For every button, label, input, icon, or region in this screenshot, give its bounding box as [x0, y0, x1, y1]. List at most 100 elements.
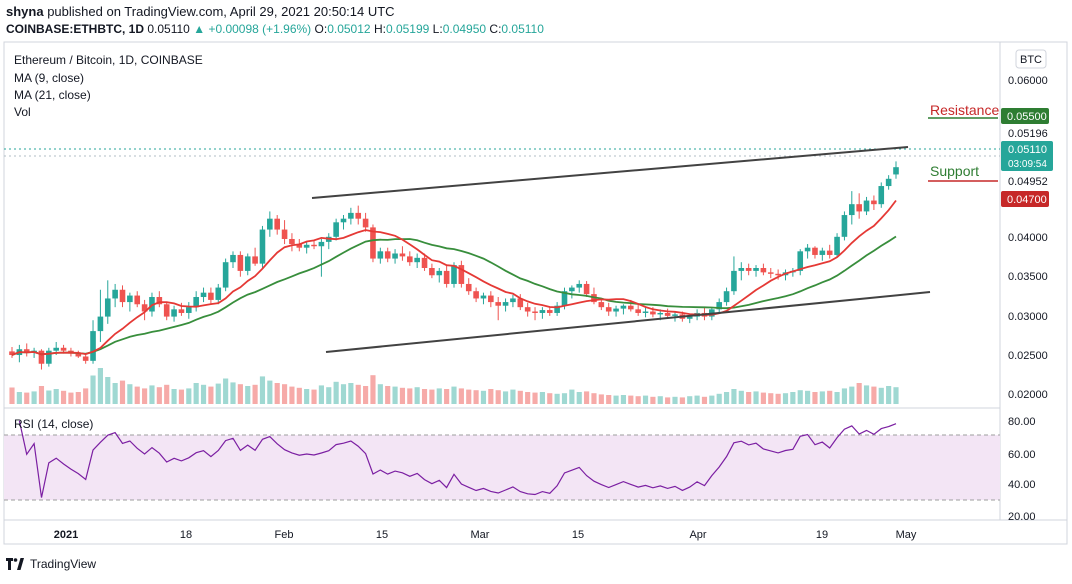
candle — [370, 224, 376, 263]
volume-bar — [746, 392, 752, 404]
candle — [222, 258, 229, 292]
candle — [465, 278, 472, 295]
volume-bar — [569, 389, 575, 404]
volume-bar — [694, 395, 700, 404]
volume-bar — [650, 396, 656, 404]
time-tick: 18 — [180, 529, 192, 541]
publisher-name: shyna — [6, 4, 44, 19]
volume-bar — [488, 389, 494, 404]
time-tick: 2021 — [54, 529, 78, 541]
candle — [362, 212, 369, 232]
close-value: 0.05110 — [501, 22, 544, 36]
low-value: 0.04950 — [442, 22, 487, 36]
candle — [38, 349, 45, 370]
volume-bar — [348, 383, 354, 404]
low-label: L: — [432, 22, 443, 36]
rsi-tick: 80.00 — [1008, 416, 1036, 428]
volume-bar — [827, 390, 833, 404]
candle — [731, 256, 737, 295]
volume-bar — [134, 386, 140, 404]
volume-bar — [687, 396, 693, 404]
resistance-price: 0.05500 — [1007, 111, 1047, 123]
current-price-badge — [1001, 141, 1053, 171]
volume-bar — [252, 384, 258, 404]
footer-brand[interactable]: TradingView — [30, 557, 97, 571]
volume-bar — [532, 392, 538, 404]
candle — [819, 247, 826, 261]
price-tick: 0.02000 — [1008, 389, 1048, 401]
price-tick: 0.03500 — [1008, 271, 1048, 283]
volume-bar — [657, 396, 663, 404]
currency-badge[interactable] — [1015, 49, 1047, 69]
ma9-line — [11, 199, 897, 356]
volume-bar — [421, 389, 428, 404]
candle — [104, 280, 111, 324]
volume-bar — [635, 396, 641, 404]
volume-bar — [83, 388, 89, 404]
volume-bar — [193, 383, 199, 404]
candle — [841, 211, 848, 241]
high-price: 0.05196 — [1008, 128, 1048, 140]
candle — [303, 241, 310, 254]
candle — [871, 195, 877, 210]
volume-bars — [9, 368, 899, 404]
volume-bar — [245, 386, 251, 404]
volume-bar — [156, 387, 162, 404]
volume-bar — [856, 383, 862, 404]
volume-bar — [797, 390, 803, 404]
candle — [407, 251, 413, 266]
lower-trendline[interactable] — [325, 291, 931, 353]
volume-bar — [223, 378, 229, 404]
volume-bar — [97, 368, 103, 404]
volume-bar — [598, 394, 604, 404]
candle — [583, 281, 590, 298]
candle — [878, 182, 885, 208]
candle — [399, 246, 406, 261]
volume-bar — [60, 390, 67, 404]
volume-bar — [819, 391, 825, 404]
chart[interactable]: Resistance Support Ethereum / Bitcoin, 1… — [0, 40, 1072, 552]
candle — [753, 265, 759, 277]
volume-bar — [871, 386, 877, 404]
upper-trendline[interactable] — [311, 146, 909, 199]
volume-bar — [340, 384, 347, 404]
volume-bar — [31, 391, 37, 404]
candle — [156, 291, 163, 308]
price-value: 0.05110 — [147, 22, 190, 36]
volume-bar — [886, 386, 892, 404]
resistance-label: Resistance — [930, 102, 999, 118]
volume-bar — [606, 395, 612, 404]
candle — [849, 191, 855, 225]
candle — [723, 287, 730, 306]
candle — [546, 307, 553, 316]
volume-bar — [119, 380, 126, 404]
up-arrow-icon: ▲ — [193, 22, 206, 36]
candle — [281, 220, 288, 245]
volume-bar — [768, 393, 774, 404]
volume-bar — [370, 375, 376, 404]
candle — [532, 307, 538, 321]
candle — [480, 292, 487, 305]
current-price: 0.05110 — [1008, 144, 1047, 156]
volume-bar — [841, 388, 848, 404]
volume-bar — [436, 388, 442, 404]
volume-bar — [289, 386, 295, 404]
volume-bar — [407, 388, 413, 404]
currency-badge-text: BTC — [1020, 54, 1042, 66]
candle — [340, 215, 347, 230]
candle — [171, 305, 177, 322]
candle — [252, 247, 258, 266]
time-tick: Feb — [275, 529, 294, 541]
volume-bar — [68, 392, 74, 404]
rsi-tick: 40.00 — [1008, 479, 1036, 491]
rsi-line — [18, 420, 897, 498]
rsi-band — [4, 435, 1000, 500]
volume-bar — [90, 375, 96, 404]
candle — [716, 298, 722, 313]
candle — [797, 249, 804, 276]
candle — [9, 347, 15, 358]
candle — [193, 291, 199, 312]
volume-bar — [731, 389, 737, 404]
legend-vol: Vol — [14, 105, 31, 119]
candle — [760, 263, 767, 276]
